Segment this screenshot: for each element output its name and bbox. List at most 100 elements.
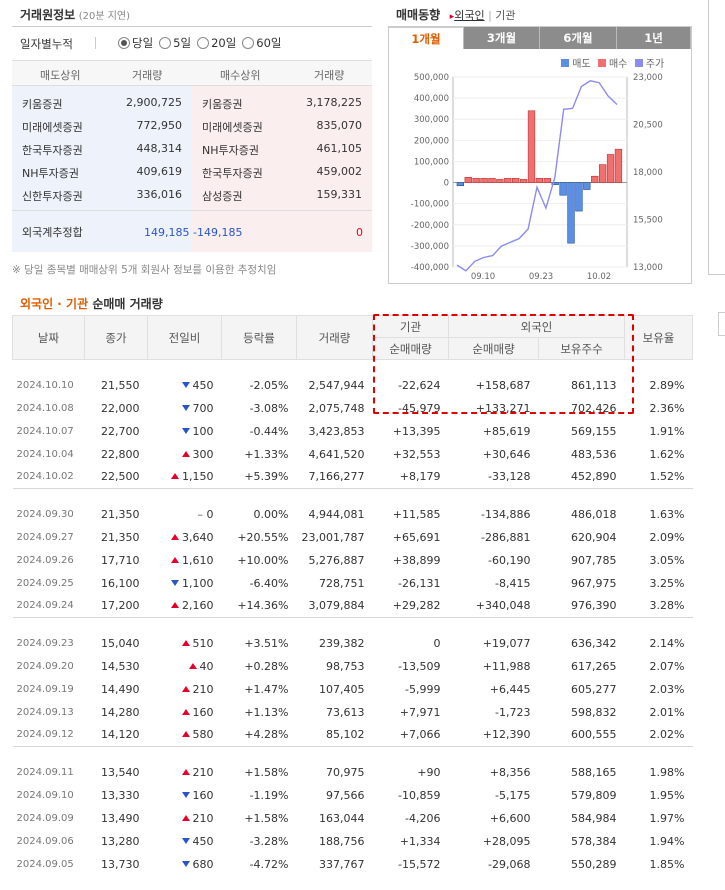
table-row: 2024.09.20 14,530 40 +0.28% 98,753 -13,509 +11…	[13, 655, 693, 678]
radio-icon[interactable]	[118, 37, 130, 49]
cell-ratio: 3.28%	[649, 599, 685, 613]
change-value: 450	[192, 834, 214, 848]
cell-hold: 579,809	[571, 788, 617, 802]
right-tick-label: 13,000	[633, 263, 663, 273]
right-tick-label: 15,500	[633, 216, 663, 226]
sell-broker-name: 신한투자증권	[22, 190, 83, 203]
cell-date: 2024.10.04	[16, 448, 74, 460]
cell-ratio: 2.89%	[649, 378, 685, 392]
cell-rate: +10.00%	[237, 553, 289, 567]
option-foreign[interactable]: 외국인	[454, 9, 485, 22]
tab-2[interactable]: 6개월	[540, 27, 617, 49]
cell-hold: 483,536	[571, 447, 617, 461]
cell-date: 2024.09.10	[16, 789, 74, 801]
cell-chg: 3,640	[148, 526, 222, 549]
group-separator	[12, 488, 693, 503]
up-arrow-icon	[181, 768, 190, 775]
cell-vol: 4,641,520	[308, 447, 365, 461]
table-row: 2024.09.12 14,120 580 +4.28% 85,102 +7,066 +12…	[13, 724, 693, 747]
tab-0[interactable]: 1개월	[389, 27, 464, 49]
up-arrow-icon	[181, 731, 190, 738]
up-arrow-icon	[181, 450, 190, 457]
cell-inst: +38,899	[392, 553, 441, 567]
cell-chg: 580	[148, 724, 222, 747]
cell-ratio: 1.91%	[649, 424, 685, 438]
cell-date: 2024.09.27	[16, 531, 74, 543]
cell-ratio: 1.98%	[649, 765, 685, 779]
divider	[95, 37, 96, 49]
radio-icon[interactable]	[159, 37, 172, 49]
cell-ratio: 2.01%	[649, 705, 685, 719]
sell-broker-volume: 409,619	[136, 165, 183, 178]
legend-sell-icon	[561, 59, 569, 67]
period-label: 20일	[211, 36, 237, 50]
cell-inst: +65,691	[392, 530, 441, 544]
radio-icon[interactable]	[242, 37, 255, 49]
cell-fnet: +28,095	[482, 834, 531, 848]
left-tick-label: 100,000	[414, 157, 449, 167]
change-value: 450	[192, 378, 214, 392]
cell-vol: 85,102	[326, 728, 365, 742]
cell-rate: +0.28%	[244, 659, 289, 673]
tab-1[interactable]: 3개월	[464, 27, 540, 49]
cell-vol: 23,001,787	[301, 530, 365, 544]
cell-inst: -15,572	[398, 857, 441, 871]
cell-hold: 967,975	[571, 576, 617, 590]
period-label: 5일	[173, 36, 192, 50]
change-value: 300	[192, 447, 214, 461]
col-sell-vol: 거래량	[132, 69, 163, 82]
cell-rate: +1.33%	[244, 447, 289, 461]
cell-vol: 163,044	[319, 811, 365, 825]
cell-fnet: +11,988	[482, 659, 531, 673]
period-option-0[interactable]: 당일	[118, 36, 153, 50]
cell-inst: -22,624	[398, 378, 441, 392]
cell-hold: 605,277	[571, 682, 617, 696]
cell-ratio: 3.25%	[649, 576, 685, 590]
cell-chg: 450	[148, 374, 222, 397]
cell-hold: 578,384	[571, 834, 617, 848]
cell-date: 2024.09.24	[16, 600, 74, 612]
cell-fnet: -286,881	[481, 530, 531, 544]
x-tick-label: 10.02	[587, 272, 611, 282]
option-institution[interactable]: 기관	[495, 9, 516, 22]
trader-title: 거래원정보	[20, 8, 76, 22]
legend-price: 주가	[645, 59, 665, 70]
sell-broker-volume: 448,314	[136, 142, 183, 155]
col-foreign-net: 순매매량	[448, 337, 539, 360]
period-option-2[interactable]: 20일	[197, 36, 236, 50]
legend-buy-icon	[597, 59, 606, 67]
cell-hold: 598,832	[571, 705, 617, 719]
delay-note: (20분 지연)	[78, 11, 131, 22]
change-value: 510	[192, 636, 214, 650]
col-sell-top: 매도상위	[40, 69, 81, 82]
radio-icon[interactable]	[197, 37, 210, 49]
cell-close: 17,200	[101, 599, 140, 613]
net-bar	[496, 179, 504, 183]
cell-hold: 569,155	[571, 424, 617, 438]
period-option-1[interactable]: 5일	[159, 36, 191, 50]
cell-chg: 510	[148, 632, 222, 655]
group-separator	[12, 746, 693, 761]
change-value: 680	[192, 857, 214, 871]
cell-chg: 160	[148, 701, 222, 724]
cell-inst: +8,179	[399, 470, 441, 484]
trend-chart: 500,000 400,000 300,000 200,000 100,000 0 -100…	[411, 73, 663, 282]
cell-fnet: +6,445	[489, 682, 531, 696]
net-bar	[472, 178, 480, 183]
cell-vol: 728,751	[319, 576, 365, 590]
cell-chg: 2,160	[148, 595, 222, 618]
table-row: 2024.09.09 13,490 210 +1.58% 163,044 -4,206 +6…	[13, 807, 693, 830]
cell-close: 15,040	[101, 636, 140, 650]
buy-broker-volume: 3,178,225	[306, 96, 362, 109]
cell-date: 2024.09.11	[16, 766, 74, 778]
net-bar	[575, 182, 583, 212]
cell-hold: 588,165	[571, 765, 617, 779]
tab-3[interactable]: 1년	[617, 27, 691, 49]
side-panel-edge	[718, 312, 725, 336]
table-row: 2024.09.19 14,490 210 +1.47% 107,405 -5,999 +6…	[13, 678, 693, 701]
cell-fnet: +85,619	[482, 424, 531, 438]
cell-ratio: 1.52%	[649, 470, 685, 484]
col-ratio: 보유율	[624, 315, 693, 360]
period-option-3[interactable]: 60일	[242, 36, 282, 50]
col-hold: 보유주수	[538, 337, 625, 360]
